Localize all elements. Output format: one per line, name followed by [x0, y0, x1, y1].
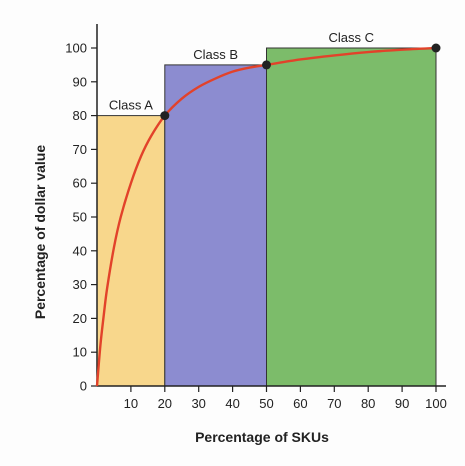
- class-a-region: [96, 115, 166, 387]
- x-tick-label: 80: [361, 396, 375, 411]
- x-tick-label: 30: [191, 396, 205, 411]
- class-labels: Class A Class B Class C: [109, 30, 374, 113]
- class-b-label: Class B: [193, 47, 238, 62]
- cumulative-curve-layer: [95, 43, 441, 387]
- y-tick-label: 100: [65, 41, 87, 56]
- x-axis-title: Percentage of SKUs: [195, 429, 329, 445]
- class-c-label: Class C: [328, 30, 374, 45]
- y-tick-label: 40: [73, 243, 87, 258]
- y-tick-label: 0: [80, 379, 87, 394]
- axes: [96, 24, 446, 387]
- x-tick-label: 40: [225, 396, 239, 411]
- x-tick-label: 10: [124, 396, 138, 411]
- y-tick-label: 90: [73, 74, 87, 89]
- y-tick-label: 80: [73, 108, 87, 123]
- class-boundary-point: [160, 111, 170, 121]
- cumulative-value-curve: [95, 46, 437, 387]
- y-tick-label: 30: [73, 277, 87, 292]
- x-tick-label: 50: [259, 396, 273, 411]
- x-tick-label: 70: [327, 396, 341, 411]
- y-tick-label: 50: [73, 210, 87, 225]
- x-tick-label: 60: [293, 396, 307, 411]
- class-boundary-point: [262, 60, 271, 70]
- class-b-region: [164, 64, 267, 387]
- y-tick-label: 60: [73, 176, 87, 191]
- y-tick-label: 70: [73, 142, 87, 157]
- y-tick-label: 10: [73, 345, 87, 360]
- x-tick-label: 20: [158, 396, 172, 411]
- y-axis-title: Percentage of dollar value: [32, 145, 48, 319]
- x-tick-label: 100: [425, 396, 447, 411]
- y-tick-label: 20: [73, 311, 87, 326]
- class-boundary-point: [431, 43, 441, 53]
- axis-ticks: 0 10 20 30 40 50 60 70 80 90 100 10 20 30 40 50 60 70 80 90…: [65, 41, 447, 412]
- class-c-region: [266, 47, 437, 387]
- x-tick-label: 90: [395, 396, 409, 411]
- class-a-label: Class A: [109, 98, 153, 113]
- class-regions: [96, 47, 437, 387]
